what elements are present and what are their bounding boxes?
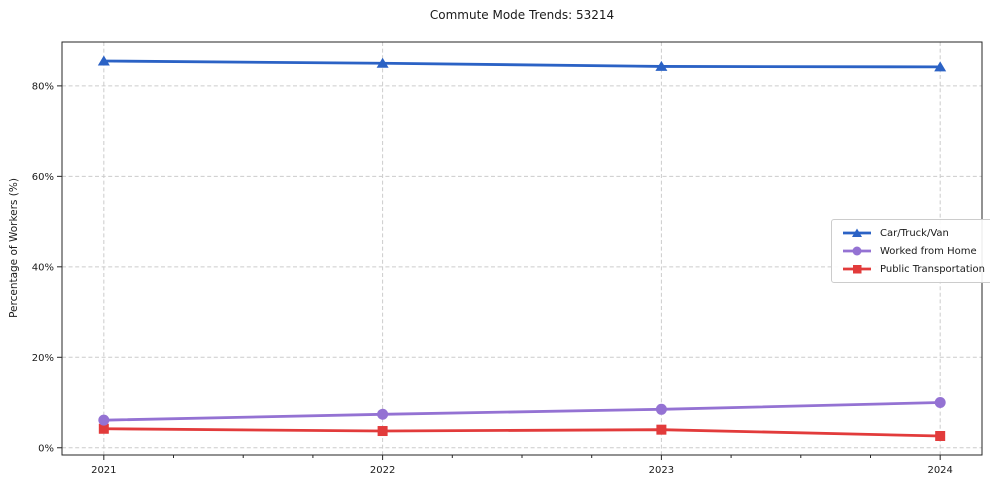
worked-from-home-legend-marker-icon bbox=[843, 246, 871, 256]
series-line bbox=[102, 427, 942, 438]
series-worked-from-home bbox=[98, 397, 946, 426]
data-point bbox=[377, 426, 388, 437]
data-point bbox=[98, 423, 109, 434]
legend-entry-worked-from-home: Worked from Home bbox=[841, 244, 985, 258]
data-point bbox=[655, 60, 668, 71]
gridlines bbox=[62, 42, 982, 455]
x-tick-label: 2024 bbox=[927, 465, 952, 476]
data-point bbox=[934, 61, 947, 72]
data-point bbox=[377, 408, 389, 420]
legend-entry-public-transportation: Public Transportation bbox=[841, 262, 985, 276]
series-public-transportation bbox=[98, 423, 946, 442]
y-tick-label: 60% bbox=[32, 172, 54, 183]
y-tick-label: 80% bbox=[32, 81, 54, 92]
data-point bbox=[935, 431, 946, 442]
x-tick-label: 2021 bbox=[91, 465, 116, 476]
y-tick-label: 0% bbox=[38, 443, 54, 454]
tick-labels: 0% 20% 40% 60% 80% 2021 2022 2023 2024 bbox=[32, 81, 953, 476]
data-point bbox=[656, 424, 667, 435]
data-point bbox=[376, 57, 389, 68]
legend-marker bbox=[853, 265, 862, 274]
series-line bbox=[102, 401, 942, 422]
y-tick-label: 40% bbox=[32, 262, 54, 273]
data-point bbox=[97, 55, 110, 66]
axis-ticks bbox=[57, 85, 941, 460]
chart-title: Commute Mode Trends: 53214 bbox=[429, 8, 615, 22]
public-transportation-legend-marker-icon bbox=[843, 265, 871, 274]
legend-label: Car/Truck/Van bbox=[880, 227, 949, 239]
car-truck-van-legend-marker-icon bbox=[843, 228, 871, 237]
x-tick-label: 2022 bbox=[370, 465, 395, 476]
data-point bbox=[934, 397, 946, 409]
data-point bbox=[98, 414, 110, 426]
legend-marker bbox=[852, 246, 862, 256]
legend-entry-car-truck-van: Car/Truck/Van bbox=[841, 226, 985, 240]
series-car-truck-van bbox=[97, 55, 947, 72]
series-line bbox=[102, 59, 942, 69]
legend-label: Public Transportation bbox=[880, 263, 985, 275]
legend-label: Worked from Home bbox=[880, 245, 977, 257]
y-tick-label: 20% bbox=[32, 353, 54, 364]
legend-marker bbox=[852, 228, 862, 237]
x-tick-label: 2023 bbox=[649, 465, 674, 476]
legend: Car/Truck/Van Worked from Home Public Tran… bbox=[831, 219, 990, 283]
data-point bbox=[655, 403, 667, 415]
